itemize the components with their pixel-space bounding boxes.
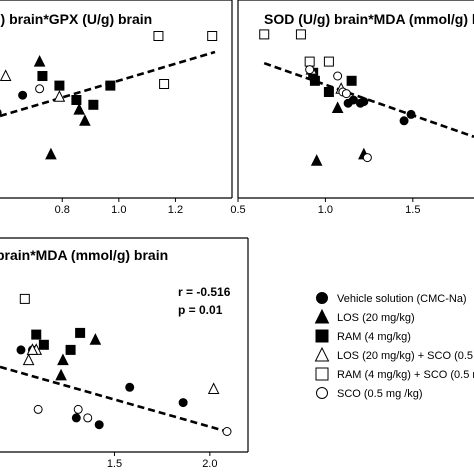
panel-mda-point-ram-1 [31,329,42,340]
panel-mda-point-los-sco-4 [207,382,220,394]
panel-sod-point-sco-4 [341,89,351,99]
panel-sod-point-sco-2 [333,71,343,81]
panel-mda-point-vehicle-6 [125,382,135,392]
panel-mda-point-vehicle-3 [71,413,81,423]
panel-gpx-point-los-3 [73,102,86,115]
panel-mda-tick-label-1: 1.5 [107,458,122,470]
panel-sod-point-vehicle-4 [359,97,369,107]
panel-gpx-point-los-1 [45,147,57,160]
panel-gpx-ticks: 0.8 1.0 1.2 [55,198,183,216]
panel-sod-point-ram-3 [346,75,357,86]
panel-mda-marks [0,293,234,436]
legend-marker-los [314,308,330,324]
panel-sod-point-vehicle-6 [406,109,416,119]
panel-sod-ticks: 0.5 1.0 1.5 [230,198,420,216]
panel-gpx-point-vehicle-2 [18,90,28,100]
panel-sod-tick-label-3: 1.5 [405,204,420,216]
panel-gpx-point-ram-sco-1 [153,31,164,41]
panel-sod-point-sco-5 [362,153,372,163]
panel-gpx: g) brain*GPX (U/g) brain 0.8 1.0 1.2 [0,0,233,216]
panel-mda: brain*MDA (mmol/g) brain r = -0.516 p = … [0,237,249,470]
legend-label-ram-sco: RAM (4 mg/kg) + SCO (0.5 mg/kg) [337,369,474,381]
panel-sod-marks [259,29,474,166]
correlation-r: r = -0.516 [178,285,231,299]
panel-mda-point-sco-3 [83,413,93,423]
panel-mda-title: brain*MDA (mmol/g) brain [0,247,168,263]
panel-gpx-point-ram-3 [71,95,82,105]
panel-sod: SOD (U/g) brain*MDA (mmol/g) brain 0.5 1.… [230,0,474,216]
panel-mda-point-sco-2 [73,404,83,414]
panel-mda-tick-label-2: 2.0 [202,458,217,470]
panel-sod-point-ram-2 [309,75,320,86]
legend-marker-ram [315,329,329,343]
panel-gpx-tick-label-1: 0.8 [55,204,70,216]
panel-gpx-tick-label-3: 1.2 [168,204,183,216]
legend-marker-vehicle [316,292,328,304]
panel-sod-point-ram-sco-2 [295,29,306,40]
panel-mda-point-los-sco-1 [22,353,35,366]
panel-gpx-point-vehicle-1 [0,109,2,117]
panel-gpx-marks [0,31,218,160]
panel-mda-point-los-3 [55,368,67,381]
panel-mda-trend-line [0,365,234,435]
panel-sod-point-los-1 [310,154,323,166]
legend-label-sco: SCO (0.5 mg /kg) [337,388,423,400]
panel-mda-point-vehicle-1 [16,345,26,355]
panel-gpx-point-ram-sco-3 [159,79,170,89]
panel-gpx-point-ram-4 [88,99,99,110]
panel-sod-title: SOD (U/g) brain*MDA (mmol/g) brain [264,11,474,27]
panel-sod-point-ram-sco-4 [323,56,334,67]
panel-mda-point-vehicle-5 [178,398,188,408]
panel-mda-point-sco-4 [222,427,232,436]
legend: Vehicle solution (CMC-Na) LOS (20 mg/kg) R… [314,292,474,400]
panel-mda-point-ram-2 [38,339,49,350]
legend-marker-los-sco [314,346,330,362]
panel-gpx-point-ram-2 [54,80,65,91]
panel-sod-tick-label-1: 0.5 [230,204,245,216]
legend-label-los: LOS (20 mg/kg) [337,312,415,324]
panel-mda-point-vehicle-4 [94,420,104,430]
panel-sod-trend-line [263,61,474,139]
panel-mda-point-ram-4 [75,327,86,338]
panel-gpx-point-los-4 [79,114,91,126]
panel-mda-ticks: 1.5 2.0 [107,452,217,470]
panel-gpx-title: g) brain*GPX (U/g) brain [0,11,152,27]
legend-label-los-sco: LOS (20 mg/kg) + SCO (0.5 mg/kg) [337,350,474,362]
panel-mda-point-sco-1 [33,404,43,414]
legend-marker-ram-sco [315,367,329,381]
panel-gpx-point-los-2 [33,54,46,67]
legend-marker-sco [316,387,328,399]
panel-gpx-point-ram-sco-2 [207,31,218,41]
panel-mda-point-los-sco-3 [26,343,39,355]
correlation-p: p = 0.01 [178,303,223,317]
panel-sod-tick-label-2: 1.0 [318,204,333,216]
panel-mda-point-ram-sco-1 [19,293,30,304]
panel-sod-point-ram-sco-3 [304,56,315,67]
panel-sod-point-ram-sco-1 [259,29,270,40]
panel-gpx-tick-label-2: 1.0 [111,204,126,216]
panel-gpx-point-ram-1 [37,71,48,81]
legend-label-vehicle: Vehicle solution (CMC-Na) [337,293,467,305]
panel-mda-point-los-2 [89,333,102,345]
panel-gpx-point-los-sco-2 [53,90,66,102]
panel-mda-point-los-1 [57,353,69,366]
panel-sod-point-los-3 [331,101,344,113]
legend-label-ram: RAM (4 mg/kg) [337,331,411,343]
panel-sod-point-sco-1 [305,65,315,75]
panel-sod-point-ram-4 [323,87,334,97]
panel-gpx-point-sco-1 [35,84,45,94]
panel-gpx-point-los-sco-1 [0,69,12,81]
panel-gpx-point-ram-5 [105,80,116,91]
panel-mda-point-ram-3 [65,344,76,355]
panel-sod-point-vehicle-5 [399,116,409,126]
